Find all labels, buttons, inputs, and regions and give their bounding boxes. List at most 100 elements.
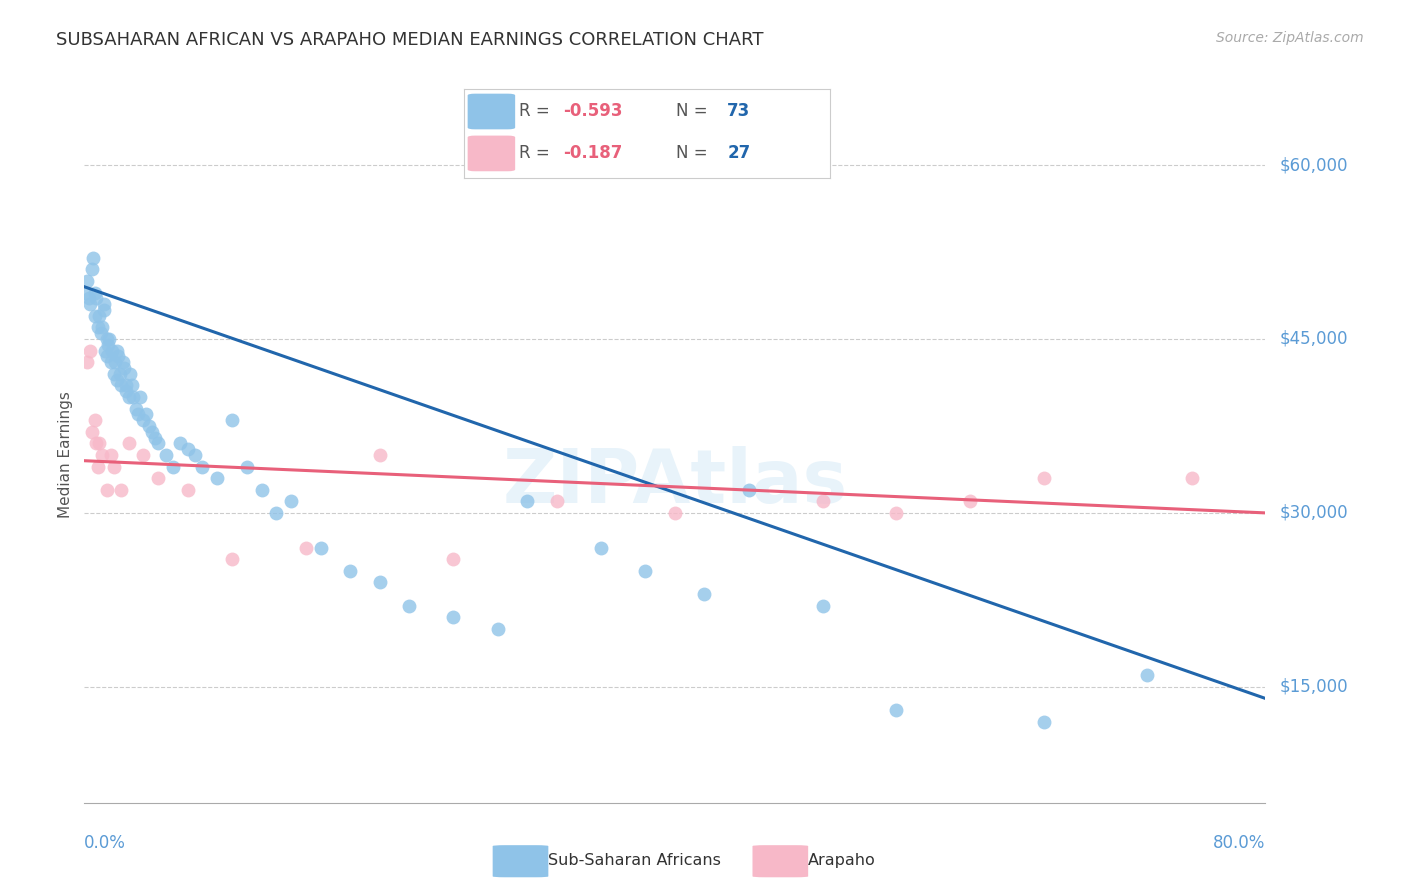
Point	[959, 494, 981, 508]
Point	[93, 302, 115, 317]
Point	[295, 541, 318, 555]
Point	[104, 355, 127, 369]
Text: -0.187: -0.187	[562, 145, 621, 162]
Point	[148, 471, 170, 485]
FancyBboxPatch shape	[468, 94, 515, 129]
Point	[120, 367, 142, 381]
Point	[148, 436, 170, 450]
Point	[693, 587, 716, 601]
Point	[138, 418, 160, 433]
Text: Sub-Saharan Africans: Sub-Saharan Africans	[548, 854, 721, 868]
Point	[664, 506, 686, 520]
Point	[634, 564, 657, 578]
Point	[177, 483, 200, 497]
Point	[738, 483, 761, 497]
Point	[114, 384, 136, 398]
Point	[368, 448, 391, 462]
Text: 0.0%: 0.0%	[84, 834, 127, 852]
Text: R =: R =	[519, 145, 555, 162]
Point	[79, 343, 101, 358]
Point	[103, 367, 125, 381]
Point	[118, 390, 141, 404]
Point	[169, 436, 191, 450]
Point	[91, 448, 114, 462]
Point	[886, 703, 908, 717]
Text: ZIPAtlas: ZIPAtlas	[502, 446, 848, 519]
Text: 80.0%: 80.0%	[1213, 834, 1265, 852]
Text: 73: 73	[727, 103, 751, 120]
Text: N =: N =	[676, 145, 713, 162]
Point	[811, 599, 834, 613]
Point	[368, 575, 391, 590]
Point	[516, 494, 538, 508]
Point	[121, 378, 143, 392]
Point	[110, 483, 132, 497]
Point	[132, 448, 155, 462]
Point	[235, 459, 259, 474]
Point	[100, 448, 122, 462]
Point	[122, 390, 145, 404]
Point	[84, 291, 107, 305]
Point	[114, 378, 136, 392]
Point	[127, 407, 149, 421]
Point	[110, 378, 132, 392]
Point	[155, 448, 177, 462]
Point	[108, 367, 131, 381]
Point	[264, 506, 288, 520]
Point	[398, 599, 420, 613]
Text: R =: R =	[519, 103, 555, 120]
FancyBboxPatch shape	[468, 136, 515, 171]
Point	[141, 425, 163, 439]
Point	[101, 343, 124, 358]
Point	[96, 332, 118, 346]
Point	[591, 541, 613, 555]
Point	[546, 494, 568, 508]
Point	[77, 291, 100, 305]
Point	[76, 355, 98, 369]
Text: $60,000: $60,000	[1279, 156, 1348, 174]
Text: -0.593: -0.593	[562, 103, 623, 120]
Point	[93, 297, 115, 311]
Point	[100, 355, 122, 369]
Y-axis label: Median Earnings: Median Earnings	[58, 392, 73, 518]
Point	[105, 373, 128, 387]
Point	[83, 309, 105, 323]
Text: SUBSAHARAN AFRICAN VS ARAPAHO MEDIAN EARNINGS CORRELATION CHART: SUBSAHARAN AFRICAN VS ARAPAHO MEDIAN EAR…	[56, 31, 763, 49]
Point	[80, 425, 103, 439]
Point	[111, 355, 134, 369]
Point	[105, 343, 128, 358]
Point	[97, 337, 120, 351]
Point	[309, 541, 332, 555]
FancyBboxPatch shape	[492, 846, 548, 878]
Point	[1032, 471, 1054, 485]
Point	[205, 471, 228, 485]
Text: $45,000: $45,000	[1279, 330, 1348, 348]
Point	[191, 459, 214, 474]
Point	[1032, 714, 1054, 729]
Point	[96, 483, 118, 497]
Point	[87, 436, 111, 450]
Point	[94, 343, 117, 358]
Point	[86, 320, 108, 334]
Point	[84, 436, 107, 450]
Point	[1136, 668, 1159, 682]
Text: $15,000: $15,000	[1279, 678, 1348, 696]
Point	[1180, 471, 1202, 485]
Point	[441, 552, 464, 566]
Text: Arapaho: Arapaho	[808, 854, 876, 868]
Point	[107, 349, 129, 364]
Point	[162, 459, 184, 474]
Point	[83, 285, 105, 300]
Text: $30,000: $30,000	[1279, 504, 1348, 522]
Point	[132, 413, 155, 427]
Point	[184, 448, 207, 462]
Point	[221, 413, 243, 427]
Point	[129, 390, 152, 404]
Point	[75, 285, 97, 300]
Point	[118, 436, 141, 450]
Point	[177, 442, 200, 456]
Text: N =: N =	[676, 103, 713, 120]
Point	[221, 552, 243, 566]
Point	[91, 320, 114, 334]
Text: 27: 27	[727, 145, 751, 162]
